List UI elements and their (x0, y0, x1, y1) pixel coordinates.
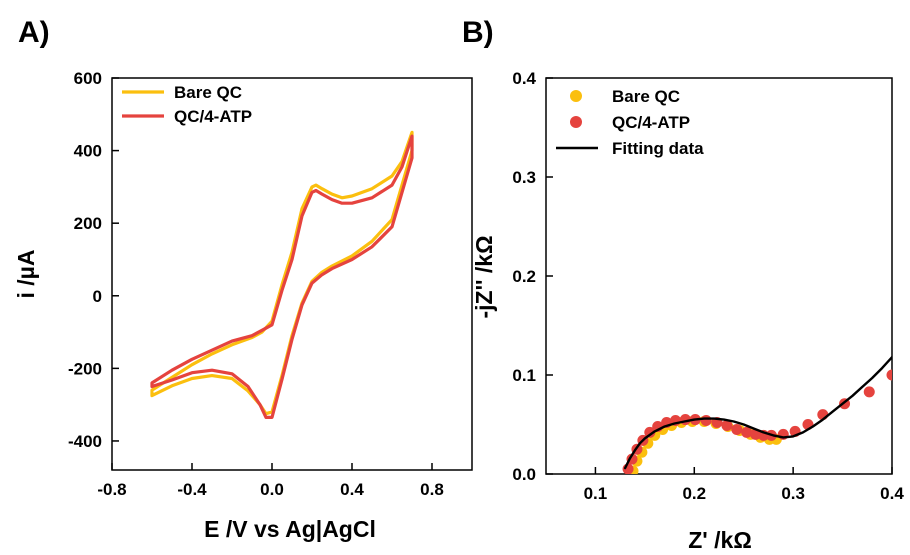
y-axis-label: i /µA (13, 249, 39, 298)
data-point-qc-4-atp (622, 463, 634, 474)
x-tick-label: 0.2 (682, 484, 706, 503)
y-tick-label: 0.0 (512, 465, 536, 484)
x-tick-label: 0.3 (781, 484, 805, 503)
panel-label-b: B) (462, 16, 494, 49)
x-tick-label: 0.4 (340, 480, 364, 499)
y-tick-label: 0 (93, 287, 102, 306)
data-point-qc-4-atp (731, 423, 743, 435)
y-tick-label: 0.3 (512, 168, 536, 187)
y-axis-label: -jZ'' /kΩ (471, 235, 497, 318)
y-tick-label: -400 (68, 432, 102, 451)
y-tick-label: 0.4 (512, 69, 536, 88)
legend-label: Fitting data (612, 139, 704, 158)
legend: Bare QC QC/4-ATP (122, 83, 252, 126)
x-tick-label: 0.0 (260, 480, 284, 499)
data-point-qc-4-atp (644, 426, 656, 438)
x-tick-label: 0.4 (880, 484, 904, 503)
legend: Bare QC QC/4-ATP Fitting data (556, 87, 704, 158)
panel-label-a: A) (18, 16, 50, 49)
legend-swatch (570, 116, 582, 128)
x-tick-label: -0.8 (97, 480, 126, 499)
chart-a-cyclic-voltammetry: -0.8 -0.4 0.0 0.4 0.8 -400 -200 0 200 400 600 E /V … (13, 69, 473, 542)
y-tick-label: 200 (74, 214, 102, 233)
chart-b-nyquist-plot: 0.1 0.2 0.3 0.4 0.0 0.1 0.2 0.3 0.4 Z' /kΩ -jZ'' /… (471, 69, 904, 553)
y-tick-label: 400 (74, 142, 102, 161)
y-tick-label: 600 (74, 69, 102, 88)
y-tick-label: -200 (68, 359, 102, 378)
plot-area (622, 356, 892, 474)
x-tick-label: 0.1 (584, 484, 608, 503)
data-point-qc-4-atp (863, 386, 875, 398)
y-tick-label: 0.2 (512, 267, 536, 286)
legend-label: QC/4-ATP (612, 113, 690, 132)
x-axis-label: E /V vs Ag|AgCl (204, 516, 376, 542)
legend-label: Bare QC (174, 83, 242, 102)
series-line-fitting-data (623, 356, 892, 470)
data-point-qc-4-atp (700, 415, 712, 427)
series-line-qc-4-atp (150, 134, 414, 419)
legend-label: Bare QC (612, 87, 680, 106)
legend-swatch (570, 90, 582, 102)
x-tick-label: -0.4 (177, 480, 207, 499)
plot-frame (111, 77, 473, 471)
plot-area (150, 130, 414, 419)
y-tick-label: 0.1 (512, 366, 536, 385)
data-point-qc-4-atp (886, 369, 892, 381)
x-axis-label: Z' /kΩ (688, 527, 752, 553)
data-point-qc-4-atp (741, 426, 753, 438)
legend-label: QC/4-ATP (174, 107, 252, 126)
x-tick-label: 0.8 (420, 480, 444, 499)
data-point-qc-4-atp (721, 419, 733, 431)
